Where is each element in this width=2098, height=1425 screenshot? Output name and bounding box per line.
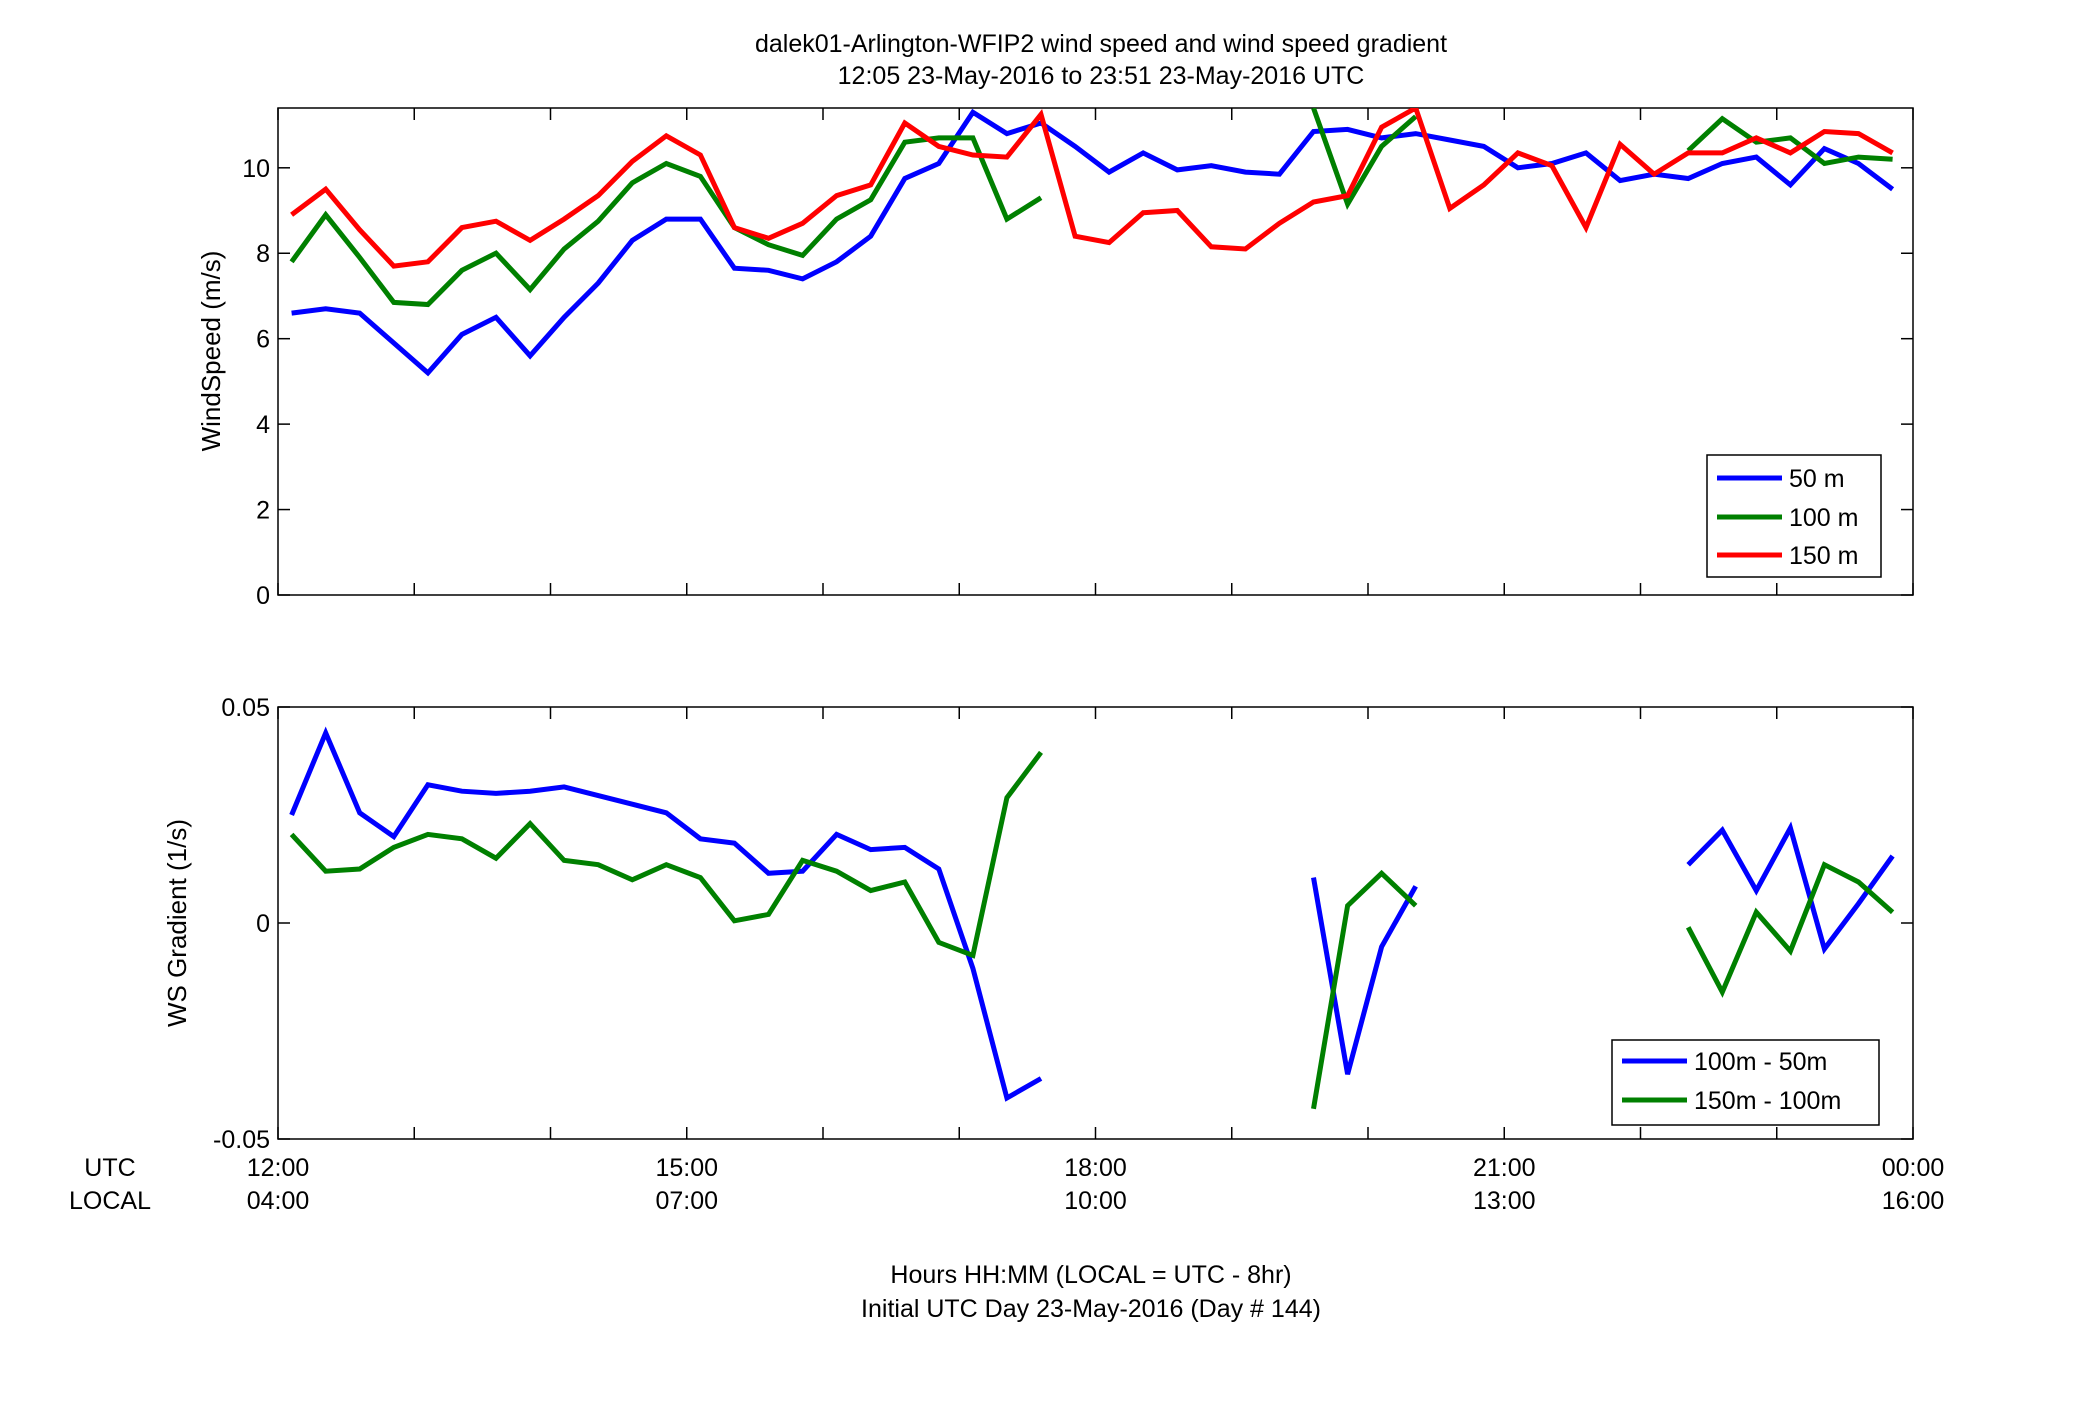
- y-tick-label: 0: [256, 910, 270, 938]
- y-tick-label: 10: [242, 155, 270, 183]
- legend-label-100m: 100 m: [1789, 504, 1858, 532]
- y-tick-label: 6: [256, 326, 270, 354]
- x-tick-label-utc: 21:00: [1473, 1154, 1536, 1182]
- chart-title: dalek01-Arlington-WFIP2 wind speed and w…: [755, 30, 1447, 58]
- legend-label-150m-100m: 150m - 100m: [1694, 1087, 1841, 1115]
- windspeed-legend: 50 m 100 m 150 m: [1706, 454, 1882, 578]
- x-tick-label-utc: 00:00: [1882, 1154, 1945, 1182]
- x-row-label-utc: UTC: [84, 1154, 135, 1182]
- series-line-50m: [291, 108, 1895, 377]
- x-tick-label-local: 16:00: [1882, 1187, 1945, 1215]
- y-tick-label: 4: [256, 411, 270, 439]
- windspeed-y-ticks: 0 2 4 6 8 10: [242, 155, 1913, 610]
- x-axis-label-day: Initial UTC Day 23-May-2016 (Day # 144): [861, 1295, 1321, 1323]
- x-tick-label-utc: 15:00: [655, 1154, 718, 1182]
- gradient-y-axis-label: WS Gradient (1/s): [162, 819, 192, 1027]
- windspeed-panel: 0 2 4 6 8 10 WindSpeed (m/s) 50 m 100 m 150 m: [196, 107, 1914, 610]
- legend-label-50m: 50 m: [1789, 465, 1845, 493]
- gradient-legend: 100m - 50m 150m - 100m: [1611, 1039, 1880, 1126]
- y-tick-label: 0.05: [221, 694, 270, 722]
- x-tick-label-local: 13:00: [1473, 1187, 1536, 1215]
- windspeed-series: [289, 108, 1895, 377]
- x-axis-label: Hours HH:MM (LOCAL = UTC - 8hr): [890, 1261, 1291, 1289]
- gradient-panel: -0.05 0 0.05 WS Gradient (1/s) 100m - 50m …: [162, 694, 1914, 1154]
- windspeed-y-axis-label: WindSpeed (m/s): [196, 251, 226, 452]
- series-line-150m: [290, 108, 1894, 269]
- gradient-x-ticks: [277, 707, 1914, 1139]
- x-tick-label-utc: 18:00: [1064, 1154, 1127, 1182]
- legend-label-100m-50m: 100m - 50m: [1694, 1048, 1827, 1076]
- y-tick-label: 0: [256, 582, 270, 610]
- x-tick-label-local: 07:00: [655, 1187, 718, 1215]
- windspeed-x-ticks: [277, 108, 1914, 595]
- chart-subtitle: 12:05 23-May-2016 to 23:51 23-May-2016 U…: [838, 62, 1365, 90]
- y-tick-label: 8: [256, 240, 270, 268]
- gradient-legend-box: [1611, 1039, 1880, 1126]
- series-line-100m: [289, 108, 1893, 308]
- x-tick-label-local: 10:00: [1064, 1187, 1127, 1215]
- x-tick-label-local: 04:00: [247, 1187, 310, 1215]
- y-tick-label: 2: [256, 497, 270, 525]
- x-tick-label-utc: 12:00: [247, 1154, 310, 1182]
- series-line-150m-100m: [289, 750, 1895, 1110]
- gradient-series: [289, 726, 1895, 1110]
- x-tick-labels: 12:00 04:00 15:00 07:00 18:00 10:00 21:00 13:00…: [247, 1154, 1945, 1215]
- x-row-label-local: LOCAL: [69, 1187, 151, 1215]
- legend-label-150m: 150 m: [1789, 542, 1858, 570]
- y-tick-label: -0.05: [213, 1126, 270, 1154]
- series-line-100m-50m: [289, 726, 1895, 1102]
- gradient-y-ticks: -0.05 0 0.05: [213, 694, 1913, 1154]
